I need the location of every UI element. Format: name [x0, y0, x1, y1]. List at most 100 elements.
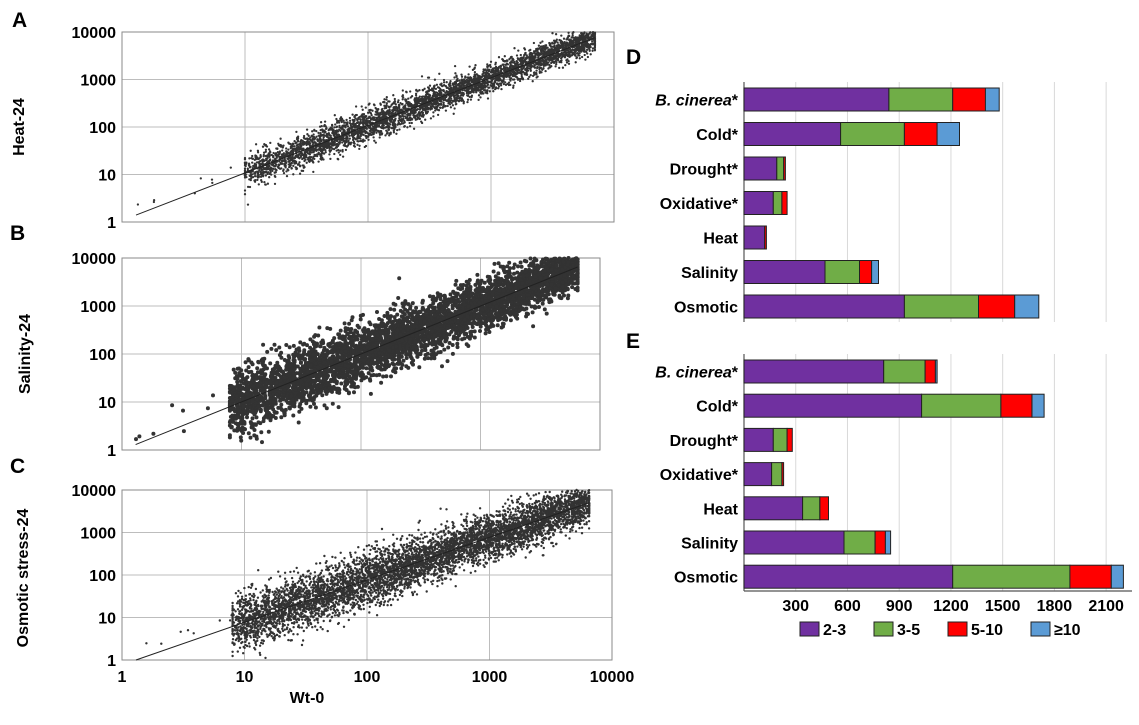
data-point [327, 136, 330, 139]
data-point [486, 71, 489, 75]
data-point [545, 53, 548, 56]
data-point [266, 171, 269, 175]
data-point [521, 77, 525, 80]
data-point [264, 166, 268, 170]
data-point [389, 105, 392, 108]
data-point [460, 85, 463, 88]
data-point [388, 100, 391, 103]
data-point [583, 31, 586, 34]
data-point [340, 127, 343, 130]
data-point [438, 72, 441, 75]
data-point [560, 34, 563, 37]
data-point [533, 66, 536, 69]
data-point [520, 56, 523, 59]
data-point [352, 140, 356, 144]
data-point [351, 123, 355, 126]
data-point [353, 115, 356, 119]
data-point [435, 106, 438, 109]
data-point [418, 95, 421, 98]
data-point [305, 128, 309, 131]
data-point [515, 76, 519, 79]
data-point [408, 125, 412, 128]
data-point [263, 170, 266, 174]
data-point [406, 126, 409, 129]
data-point [524, 67, 528, 70]
data-point [408, 112, 411, 116]
data-point [342, 140, 346, 143]
data-point [542, 67, 545, 70]
data-point [529, 67, 532, 70]
data-point [337, 151, 340, 154]
data-point [559, 54, 562, 57]
data-point [280, 167, 283, 170]
data-point [591, 47, 595, 50]
data-point [432, 115, 435, 118]
data-point [485, 85, 488, 88]
data-point [565, 44, 568, 47]
data-point [466, 98, 470, 101]
data-point [277, 166, 280, 169]
data-point [348, 116, 352, 120]
data-point [438, 86, 441, 89]
data-point [380, 126, 383, 129]
data-point [301, 164, 304, 167]
data-point [346, 144, 350, 147]
data-point [229, 166, 232, 169]
data-point [474, 64, 477, 67]
data-point [256, 172, 260, 176]
data-point [285, 150, 288, 153]
data-point [446, 86, 449, 89]
data-point [564, 63, 567, 67]
data-point [323, 144, 326, 147]
data-point [383, 98, 386, 101]
data-point [439, 93, 442, 96]
data-point [348, 121, 352, 125]
data-point [373, 129, 376, 133]
data-point [424, 107, 427, 110]
data-point [575, 56, 578, 60]
data-point [311, 140, 314, 144]
data-point [400, 120, 403, 123]
data-point [516, 70, 519, 73]
data-point [319, 137, 322, 141]
data-point [251, 161, 254, 164]
data-point [290, 167, 293, 170]
data-point [279, 162, 283, 166]
data-point [508, 71, 511, 75]
data-point [433, 94, 436, 97]
data-point [476, 77, 479, 80]
data-point [502, 63, 505, 66]
data-point [263, 159, 266, 162]
data-point [423, 87, 426, 90]
data-point [398, 117, 401, 120]
data-point [530, 56, 533, 59]
data-point [406, 113, 409, 116]
data-point [315, 142, 318, 145]
data-point [352, 138, 355, 141]
data-point [287, 151, 290, 154]
data-point [549, 45, 553, 48]
data-point [391, 111, 394, 114]
data-point [312, 147, 316, 150]
data-point [492, 68, 495, 71]
data-point [435, 95, 439, 98]
data-point [504, 75, 508, 78]
data-point [282, 152, 286, 155]
data-point [557, 47, 561, 50]
data-point [285, 147, 288, 150]
data-point [383, 101, 386, 104]
data-point [538, 67, 541, 71]
data-point [273, 182, 277, 186]
data-point [566, 58, 569, 61]
data-point [378, 131, 381, 134]
data-point [363, 130, 366, 133]
data-point [503, 68, 506, 71]
data-point [361, 108, 364, 111]
data-point [455, 102, 458, 106]
data-point [445, 359, 450, 364]
data-point [555, 58, 558, 61]
data-point [483, 68, 486, 72]
data-point [257, 183, 260, 186]
data-point [451, 83, 455, 86]
data-point [248, 185, 252, 189]
